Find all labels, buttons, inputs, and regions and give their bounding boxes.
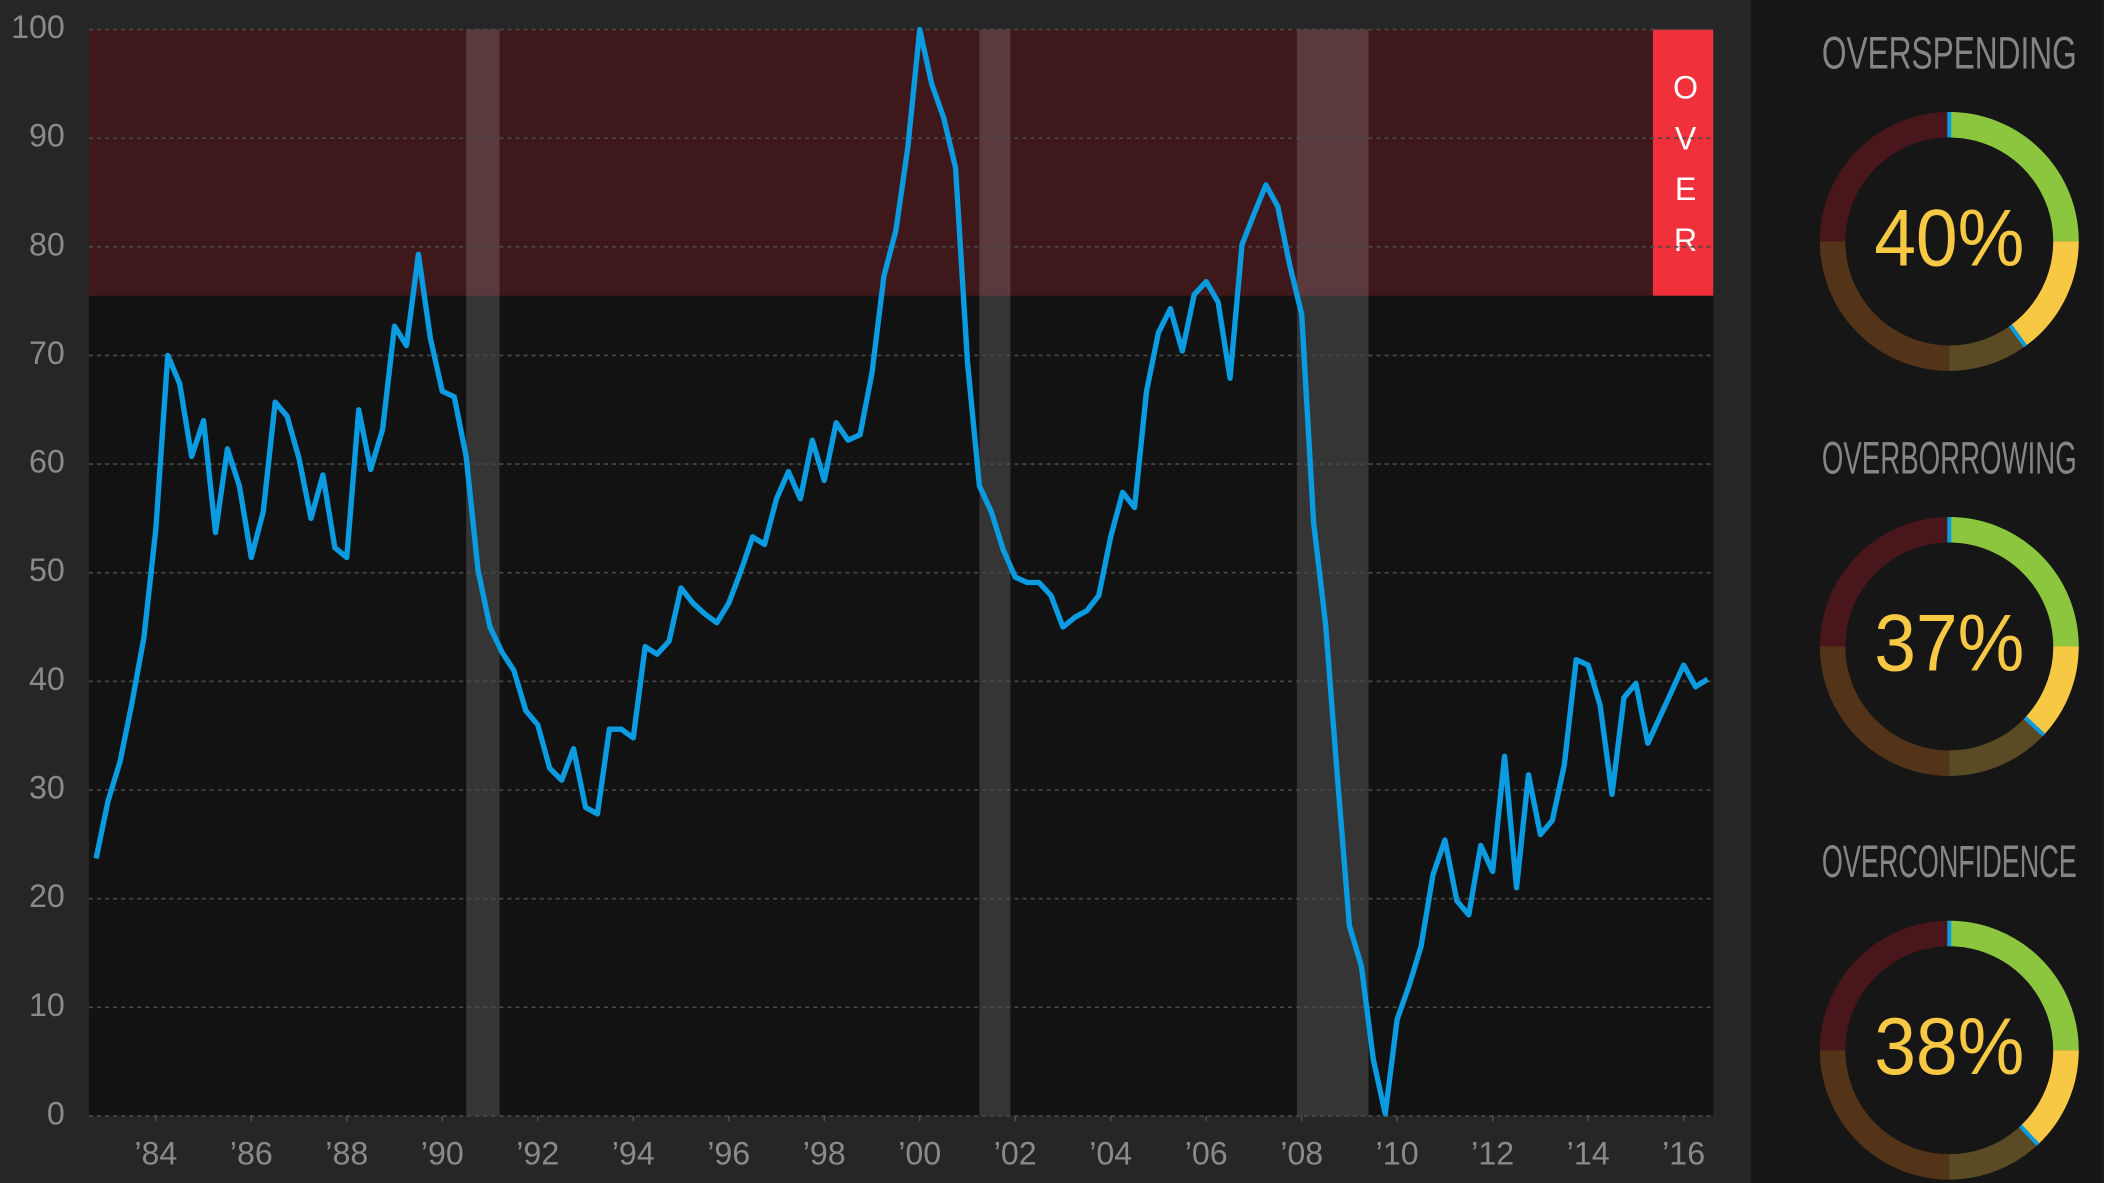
x-tick-label: ’16 [1662,1136,1705,1172]
gauge-value: 40% [1874,193,2024,283]
gauge-track [1819,646,1950,776]
gauge-track [1819,111,1950,242]
threshold-zone [88,29,1714,296]
gauge-track [1819,241,1950,371]
data-line [93,26,1709,1117]
y-tick-label: 40 [29,661,65,697]
y-tick-label: 100 [11,9,65,45]
gauge-value: 38% [1874,1002,2024,1092]
gauge-title: OVERCONFIDENCE [1822,836,2077,887]
x-tick-label: ’04 [1089,1136,1132,1172]
x-tick-label: ’00 [898,1136,941,1172]
x-tick-label: ’88 [325,1136,368,1172]
gauge-track [1819,920,1950,1051]
gauges: OVERSPENDING 40% OVERBORROWING 37% OVERCONFI… [1819,27,2079,1180]
x-tick-label: ’84 [134,1136,177,1172]
gauge-marker [2023,716,2046,737]
y-tick-label: 60 [29,444,65,480]
gauge-fill [1949,111,2079,242]
chart: OVER 0 10 20 30 40 50 60 70 80 90 100 ’84 ’86 ’88 ’90 ’9… [11,9,1714,1172]
x-tick-label: ’94 [612,1136,655,1172]
y-tick-label: 0 [47,1095,65,1131]
gauge-fill [2010,241,2079,347]
gauge-marker [2019,1124,2040,1146]
gauge-title: OVERSPENDING [1822,27,2077,78]
x-tick-label: ’92 [516,1136,559,1172]
y-tick-label: 30 [29,770,65,806]
threshold-label: OVER [1668,70,1704,273]
y-tick-label: 80 [29,226,65,262]
x-tick-label: ’10 [1376,1136,1419,1172]
gauge-track [1819,1049,1950,1180]
gauge-fill [2024,646,2079,736]
x-tick-label: ’12 [1471,1136,1514,1172]
x-tick-label: ’96 [707,1136,750,1172]
gauge-fill [2020,1049,2079,1145]
x-tick-label: ’90 [421,1136,464,1172]
y-tick-label: 70 [29,335,65,371]
gauge-marker [2008,324,2028,348]
x-tick-label: ’98 [803,1136,846,1172]
x-tick-label: ’86 [230,1136,273,1172]
gauge-fill [1949,517,2079,647]
y-tick-label: 50 [29,552,65,588]
gauge-value: 37% [1874,598,2024,688]
gauge-track [1819,517,1950,647]
gauge-fill [1949,920,2079,1051]
y-tick-label: 10 [29,987,65,1023]
x-tick-label: ’02 [994,1136,1037,1172]
shaded-range [1296,29,1369,1116]
y-tick-label: 90 [29,118,65,154]
y-tick-label: 20 [29,878,65,914]
threshold-label-box [1652,29,1714,296]
x-tick-label: ’14 [1567,1136,1610,1172]
x-tick-label: ’06 [1185,1136,1228,1172]
gauge-title: OVERBORROWING [1822,432,2077,483]
x-tick-label: ’08 [1280,1136,1323,1172]
